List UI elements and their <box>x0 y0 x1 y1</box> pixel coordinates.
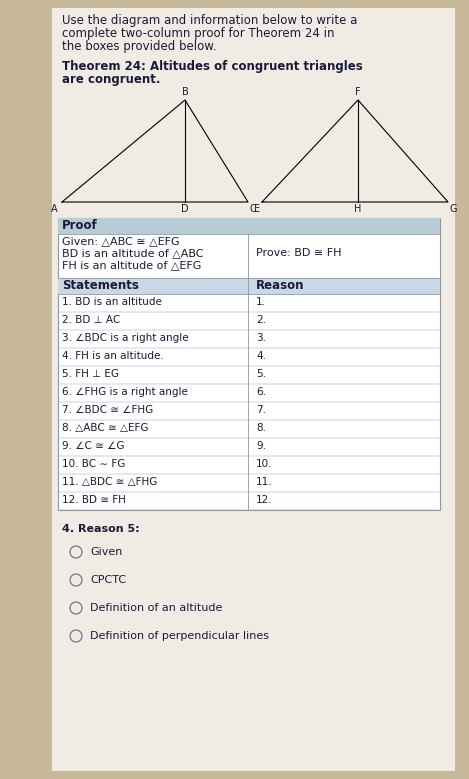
Text: 4. FH is an altitude.: 4. FH is an altitude. <box>62 351 164 361</box>
Text: FH is an altitude of △EFG: FH is an altitude of △EFG <box>62 260 201 270</box>
Text: D: D <box>181 204 189 214</box>
Text: 1. BD is an altitude: 1. BD is an altitude <box>62 297 162 307</box>
Text: Theorem 24: Altitudes of congruent triangles: Theorem 24: Altitudes of congruent trian… <box>62 60 363 73</box>
Text: complete two-column proof for Theorem 24 in: complete two-column proof for Theorem 24… <box>62 27 334 40</box>
Text: 5.: 5. <box>256 369 266 379</box>
Bar <box>52 8 455 771</box>
Text: 10. BC ∼ FG: 10. BC ∼ FG <box>62 459 125 469</box>
Text: 2. BD ⊥ AC: 2. BD ⊥ AC <box>62 315 120 325</box>
Text: H: H <box>354 204 362 214</box>
Text: Statements: Statements <box>62 279 139 292</box>
Text: 11. △BDC ≅ △FHG: 11. △BDC ≅ △FHG <box>62 477 158 487</box>
Text: 10.: 10. <box>256 459 272 469</box>
Text: C: C <box>250 204 257 214</box>
Text: 12. BD ≅ FH: 12. BD ≅ FH <box>62 495 126 505</box>
Text: 6.: 6. <box>256 387 266 397</box>
Text: 5. FH ⊥ EG: 5. FH ⊥ EG <box>62 369 119 379</box>
Text: A: A <box>52 204 58 214</box>
Text: 9.: 9. <box>256 441 266 451</box>
Text: F: F <box>355 87 361 97</box>
Text: 1.: 1. <box>256 297 266 307</box>
Text: 9. ∠C ≅ ∠G: 9. ∠C ≅ ∠G <box>62 441 124 451</box>
Text: Definition of perpendicular lines: Definition of perpendicular lines <box>90 631 269 641</box>
Text: 4.: 4. <box>256 351 266 361</box>
Text: G: G <box>450 204 457 214</box>
Text: Reason: Reason <box>256 279 304 292</box>
Text: Definition of an altitude: Definition of an altitude <box>90 603 222 613</box>
Text: Proof: Proof <box>62 219 98 232</box>
Text: are congruent.: are congruent. <box>62 73 160 86</box>
Text: the boxes provided below.: the boxes provided below. <box>62 40 217 53</box>
Text: Prove: BD ≅ FH: Prove: BD ≅ FH <box>256 248 341 258</box>
Text: 7.: 7. <box>256 405 266 415</box>
Text: Given: △ABC ≅ △EFG: Given: △ABC ≅ △EFG <box>62 236 180 246</box>
Text: B: B <box>182 87 189 97</box>
Bar <box>58 278 440 294</box>
Bar <box>58 218 440 234</box>
Text: Use the diagram and information below to write a: Use the diagram and information below to… <box>62 14 357 27</box>
Text: 8. △ABC ≅ △EFG: 8. △ABC ≅ △EFG <box>62 423 149 433</box>
Text: 12.: 12. <box>256 495 272 505</box>
Text: CPCTC: CPCTC <box>90 575 126 585</box>
Text: BD is an altitude of △ABC: BD is an altitude of △ABC <box>62 248 204 258</box>
Text: 3.: 3. <box>256 333 266 343</box>
Text: 6. ∠FHG is a right angle: 6. ∠FHG is a right angle <box>62 387 188 397</box>
Text: 2.: 2. <box>256 315 266 325</box>
Text: 7. ∠BDC ≅ ∠FHG: 7. ∠BDC ≅ ∠FHG <box>62 405 153 415</box>
Text: 3. ∠BDC is a right angle: 3. ∠BDC is a right angle <box>62 333 189 343</box>
Text: 8.: 8. <box>256 423 266 433</box>
Text: 4. Reason 5:: 4. Reason 5: <box>62 524 140 534</box>
Text: Given: Given <box>90 547 122 557</box>
Text: 11.: 11. <box>256 477 272 487</box>
Text: E: E <box>254 204 260 214</box>
Bar <box>58 218 440 510</box>
